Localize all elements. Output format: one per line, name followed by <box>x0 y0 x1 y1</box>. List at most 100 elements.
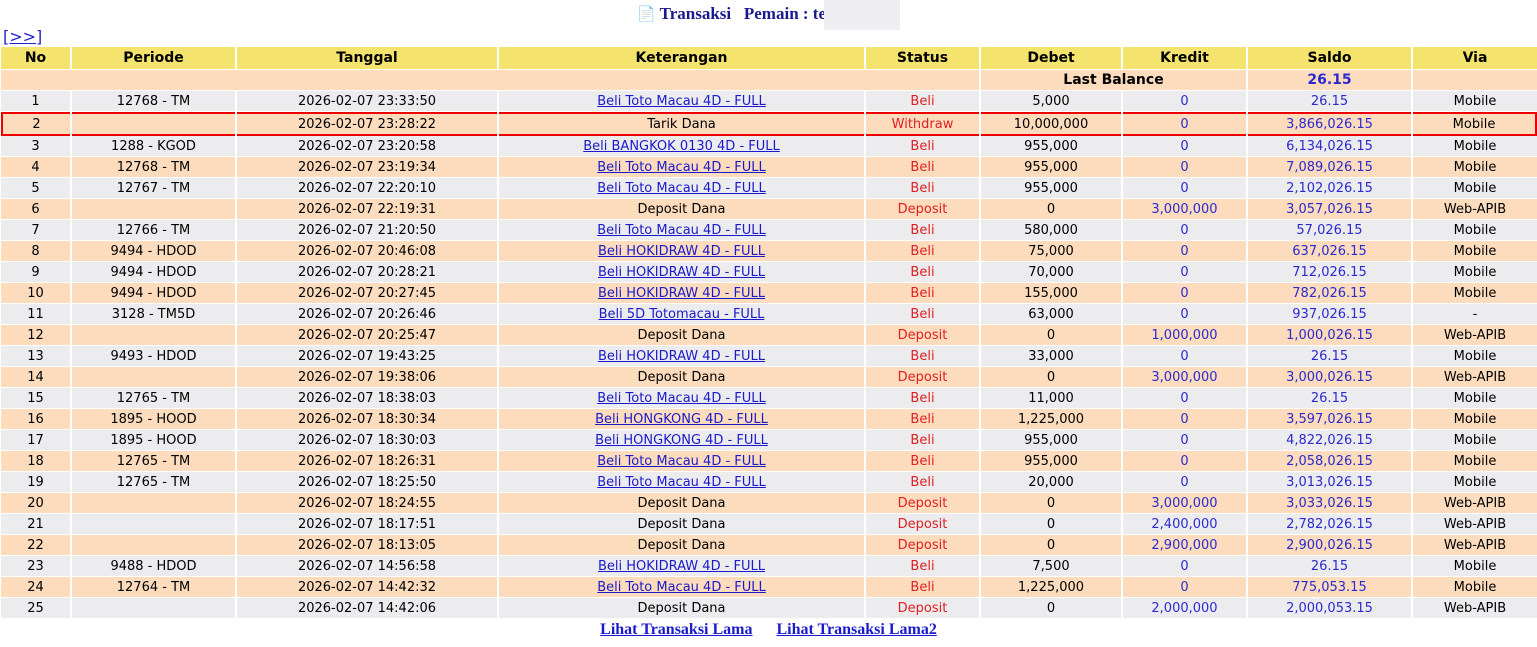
cell-status: Beli <box>866 157 979 178</box>
cell-keterangan: Beli Toto Macau 4D - FULL <box>499 220 864 241</box>
cell-saldo: 2,102,026.15 <box>1248 178 1411 199</box>
bet-detail-link[interactable]: Beli Toto Macau 4D - FULL <box>597 180 766 196</box>
column-header-saldo: Saldo <box>1248 47 1411 70</box>
cell-tanggal: 2026-02-07 18:30:34 <box>237 409 497 430</box>
table-row: 20 2026-02-07 18:24:55 Deposit Dana Deposit… <box>1 493 1537 514</box>
cell-kredit: 0 <box>1123 577 1246 598</box>
cell-keterangan: Beli HOKIDRAW 4D - FULL <box>499 241 864 262</box>
bet-detail-link[interactable]: Beli Toto Macau 4D - FULL <box>597 222 766 238</box>
cell-keterangan: Beli BANGKOK 0130 4D - FULL <box>499 136 864 157</box>
cell-via: Mobile <box>1413 409 1537 430</box>
cell-via: Mobile <box>1413 178 1537 199</box>
cell-kredit: 0 <box>1123 472 1246 493</box>
cell-saldo: 2,000,053.15 <box>1248 598 1411 619</box>
cell-row-number: 14 <box>1 367 70 388</box>
cell-status: Beli <box>866 304 979 325</box>
cell-periode: 9494 - HDOD <box>72 262 235 283</box>
cell-saldo: 937,026.15 <box>1248 304 1411 325</box>
cell-periode <box>72 325 235 346</box>
cell-saldo: 57,026.15 <box>1248 220 1411 241</box>
cell-tanggal: 2026-02-07 14:56:58 <box>237 556 497 577</box>
cell-saldo: 3,597,026.15 <box>1248 409 1411 430</box>
bet-detail-link[interactable]: Beli HOKIDRAW 4D - FULL <box>597 348 766 364</box>
table-row: 16 1895 - HOOD 2026-02-07 18:30:34 Beli HON… <box>1 409 1537 430</box>
cell-saldo: 3,000,026.15 <box>1248 367 1411 388</box>
cell-debet: 0 <box>981 367 1121 388</box>
cell-row-number: 19 <box>1 472 70 493</box>
cell-row-number: 24 <box>1 577 70 598</box>
cell-periode: 12764 - TM <box>72 577 235 598</box>
bet-detail-link[interactable]: Beli Toto Macau 4D - FULL <box>597 93 766 109</box>
cell-row-number: 13 <box>1 346 70 367</box>
table-row: 6 2026-02-07 22:19:31 Deposit Dana Deposit 0… <box>1 199 1537 220</box>
cell-saldo: 26.15 <box>1248 91 1411 112</box>
cell-keterangan: Beli Toto Macau 4D - FULL <box>499 577 864 598</box>
cell-keterangan: Beli 5D Totomacau - FULL <box>499 304 864 325</box>
cell-debet: 955,000 <box>981 157 1121 178</box>
cell-via: Mobile <box>1413 430 1537 451</box>
cell-saldo: 2,782,026.15 <box>1248 514 1411 535</box>
cell-via: Web-APIB <box>1413 493 1537 514</box>
cell-periode: 1895 - HOOD <box>72 430 235 451</box>
cell-row-number: 17 <box>1 430 70 451</box>
cell-via: Mobile <box>1413 577 1537 598</box>
cell-tanggal: 2026-02-07 20:27:45 <box>237 283 497 304</box>
bet-detail-link[interactable]: Beli HOKIDRAW 4D - FULL <box>597 264 766 280</box>
table-row: 13 9493 - HDOD 2026-02-07 19:43:25 Beli HOK… <box>1 346 1537 367</box>
last-balance-row: Last Balance 26.15 <box>1 70 1537 91</box>
bet-detail-link[interactable]: Beli HOKIDRAW 4D - FULL <box>597 243 766 259</box>
cell-tanggal: 2026-02-07 18:24:55 <box>237 493 497 514</box>
cell-keterangan: Beli HOKIDRAW 4D - FULL <box>499 262 864 283</box>
bet-detail-link[interactable]: Beli HONGKONG 4D - FULL <box>595 432 768 448</box>
bet-detail-link[interactable]: Beli HONGKONG 4D - FULL <box>595 411 768 427</box>
cell-status: Deposit <box>866 199 979 220</box>
cell-row-number: 11 <box>1 304 70 325</box>
cell-tanggal: 2026-02-07 22:19:31 <box>237 199 497 220</box>
cell-keterangan: Beli Toto Macau 4D - FULL <box>499 451 864 472</box>
bet-detail-link[interactable]: Beli Toto Macau 4D - FULL <box>597 159 766 175</box>
last-balance-value: 26.15 <box>1248 70 1411 91</box>
cell-row-number: 23 <box>1 556 70 577</box>
bet-detail-link[interactable]: Beli Toto Macau 4D - FULL <box>597 390 766 406</box>
cell-saldo: 782,026.15 <box>1248 283 1411 304</box>
expand-nav-link[interactable]: [>>] <box>3 27 43 46</box>
cell-tanggal: 2026-02-07 18:30:03 <box>237 430 497 451</box>
bet-detail-link[interactable]: Beli Toto Macau 4D - FULL <box>597 453 766 469</box>
cell-periode <box>72 367 235 388</box>
bet-detail-link[interactable]: Beli HOKIDRAW 4D - FULL <box>597 558 766 574</box>
cell-tanggal: 2026-02-07 23:28:22 <box>237 112 497 136</box>
cell-keterangan: Beli Toto Macau 4D - FULL <box>499 178 864 199</box>
bet-detail-link[interactable]: Beli 5D Totomacau - FULL <box>598 306 765 322</box>
cell-via: Mobile <box>1413 241 1537 262</box>
bet-detail-link[interactable]: Beli BANGKOK 0130 4D - FULL <box>583 138 780 154</box>
cell-kredit: 0 <box>1123 241 1246 262</box>
cell-keterangan: Deposit Dana <box>499 325 864 346</box>
cell-status: Beli <box>866 451 979 472</box>
cell-status: Beli <box>866 220 979 241</box>
bet-detail-link[interactable]: Beli Toto Macau 4D - FULL <box>597 579 766 595</box>
cell-saldo: 3,013,026.15 <box>1248 472 1411 493</box>
cell-kredit: 3,000,000 <box>1123 367 1246 388</box>
cell-status: Beli <box>866 577 979 598</box>
bet-detail-link[interactable]: Beli HOKIDRAW 4D - FULL <box>597 285 766 301</box>
cell-periode: 12765 - TM <box>72 472 235 493</box>
cell-row-number: 20 <box>1 493 70 514</box>
cell-tanggal: 2026-02-07 20:26:46 <box>237 304 497 325</box>
old-transactions-link[interactable]: Lihat Transaksi Lama <box>600 621 753 638</box>
cell-debet: 955,000 <box>981 430 1121 451</box>
cell-debet: 63,000 <box>981 304 1121 325</box>
cell-debet: 0 <box>981 325 1121 346</box>
cell-saldo: 712,026.15 <box>1248 262 1411 283</box>
cell-row-number: 1 <box>1 91 70 112</box>
cell-status: Deposit <box>866 598 979 619</box>
cell-periode <box>72 535 235 556</box>
cell-status: Beli <box>866 262 979 283</box>
cell-via: Web-APIB <box>1413 535 1537 556</box>
cell-tanggal: 2026-02-07 19:43:25 <box>237 346 497 367</box>
old-transactions2-link[interactable]: Lihat Transaksi Lama2 <box>776 621 937 638</box>
cell-status: Beli <box>866 346 979 367</box>
cell-kredit: 0 <box>1123 346 1246 367</box>
cell-saldo: 2,900,026.15 <box>1248 535 1411 556</box>
bet-detail-link[interactable]: Beli Toto Macau 4D - FULL <box>597 474 766 490</box>
cell-kredit: 0 <box>1123 262 1246 283</box>
